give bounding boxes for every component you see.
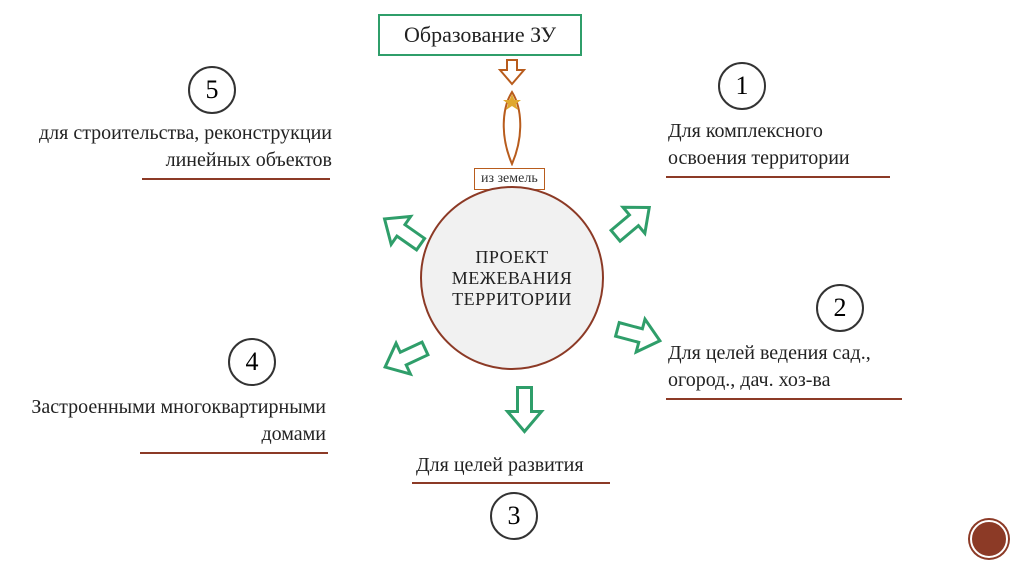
arrow-to-4-icon bbox=[371, 323, 438, 388]
item-5-text: для строительства, реконструкции линейны… bbox=[2, 120, 332, 174]
from-lands-text: из земель bbox=[481, 171, 538, 186]
item-2-text: Для целей ведения сад., огород., дач. хо… bbox=[668, 340, 871, 394]
num-circle-2: 2 bbox=[816, 284, 864, 332]
num-circle-3: 3 bbox=[490, 492, 538, 540]
top-box-text: Образование ЗУ bbox=[404, 22, 556, 47]
item-2-underline bbox=[666, 398, 902, 400]
top-box: Образование ЗУ bbox=[378, 14, 582, 56]
arrow-to-2-icon bbox=[607, 308, 669, 367]
num-circle-1: 1 bbox=[718, 62, 766, 110]
item-1-text: Для комплексного освоения территории bbox=[668, 118, 850, 172]
hub-circle: ПРОЕКТ МЕЖЕВАНИЯ ТЕРРИТОРИИ bbox=[420, 186, 604, 370]
item-4-underline bbox=[140, 452, 328, 454]
arrow-to-1-icon bbox=[599, 189, 669, 258]
item-1-underline bbox=[666, 176, 890, 178]
item-3-underline bbox=[412, 482, 610, 484]
hub-text: ПРОЕКТ МЕЖЕВАНИЯ ТЕРРИТОРИИ bbox=[422, 247, 602, 310]
arrow-to-3-icon bbox=[499, 384, 546, 436]
star-drop-icon bbox=[494, 86, 530, 171]
num-circle-5: 5 bbox=[188, 66, 236, 114]
item-3-text: Для целей развития bbox=[416, 452, 584, 479]
item-5-underline bbox=[142, 178, 330, 180]
num-circle-4: 4 bbox=[228, 338, 276, 386]
item-4-text: Застроенными многоквартирными домами bbox=[6, 394, 326, 448]
corner-badge-icon bbox=[970, 520, 1008, 558]
